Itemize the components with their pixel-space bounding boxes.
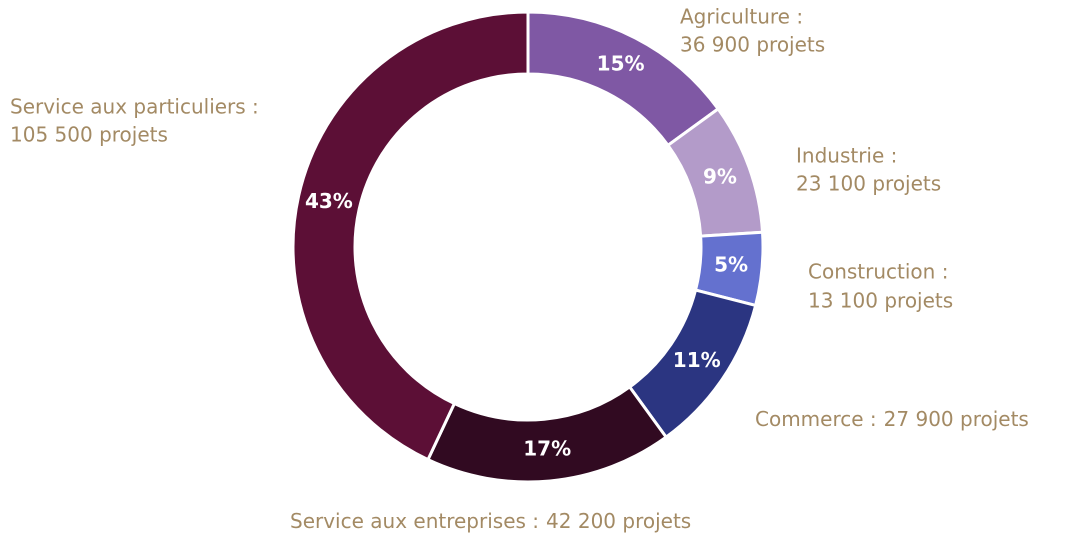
percent-label: 15% — [597, 52, 645, 76]
callout-label: Service aux entreprises : 42 200 projets — [290, 509, 691, 533]
percent-label: 17% — [523, 437, 571, 461]
donut-segment — [291, 10, 530, 462]
donut-segment — [425, 384, 669, 484]
callout-projects: 105 500 projets — [10, 123, 168, 147]
callout-category: Agriculture : — [680, 5, 803, 29]
callout-projects: 13 100 projets — [808, 289, 953, 313]
callout-label: Commerce : 27 900 projets — [755, 407, 1029, 431]
callout-projects: 27 900 projets — [884, 407, 1029, 431]
percent-label: 11% — [673, 348, 721, 372]
callout-category: Service aux entreprises : — [290, 509, 539, 533]
percent-label: 43% — [305, 189, 353, 213]
percent-label: 5% — [714, 253, 748, 277]
callout-projects: 42 200 projets — [546, 509, 691, 533]
callout-category: Service aux particuliers : — [10, 95, 259, 119]
percent-label: 9% — [703, 164, 737, 188]
callout-projects: 23 100 projets — [796, 172, 941, 196]
callout-projects: 36 900 projets — [680, 33, 825, 57]
callout-category: Industrie : — [796, 144, 897, 168]
callout-category: Commerce : — [755, 407, 877, 431]
callout-category: Construction : — [808, 260, 948, 284]
